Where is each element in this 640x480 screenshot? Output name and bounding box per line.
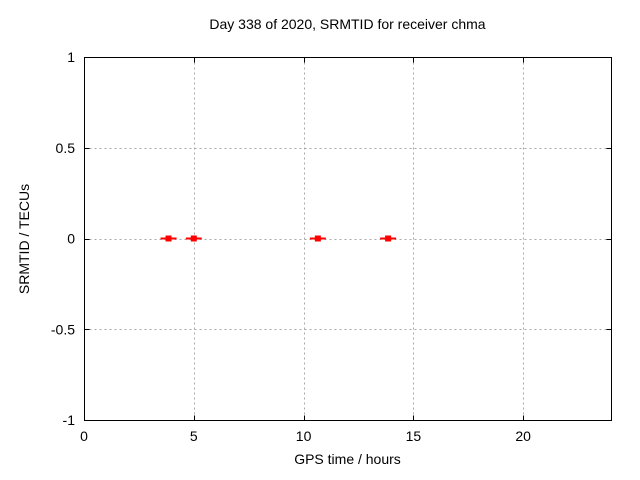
y-tick-label: 0	[67, 231, 75, 247]
x-tick-label: 10	[296, 428, 312, 444]
chart-title: Day 338 of 2020, SRMTID for receiver chm…	[209, 16, 486, 32]
y-tick-label: -1	[63, 412, 76, 428]
data-point	[314, 235, 321, 242]
x-axis-label: GPS time / hours	[294, 451, 401, 467]
data-point	[385, 235, 392, 242]
data-point	[190, 235, 197, 242]
x-tick-label: 5	[190, 428, 198, 444]
data-point	[165, 235, 172, 242]
y-tick-label: 0.5	[56, 140, 76, 156]
x-tick-label: 0	[80, 428, 88, 444]
x-tick-label: 15	[406, 428, 422, 444]
y-tick-label: 1	[67, 49, 75, 65]
x-tick-label: 20	[515, 428, 531, 444]
y-tick-label: -0.5	[51, 321, 75, 337]
